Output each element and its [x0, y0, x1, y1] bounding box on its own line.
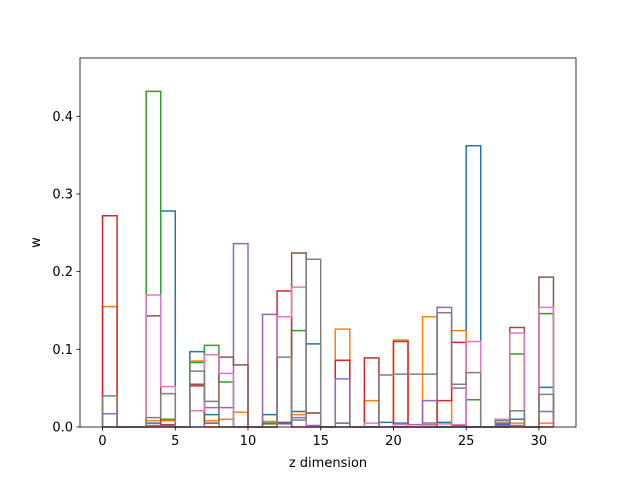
- x-tick-label: 25: [458, 434, 475, 449]
- y-tick-label: 0.0: [52, 421, 73, 436]
- y-tick-label: 0.1: [52, 343, 73, 358]
- y-tick-label: 0.4: [52, 110, 73, 125]
- x-tick-label: 30: [531, 434, 548, 449]
- y-tick-label: 0.3: [52, 187, 73, 202]
- x-tick-label: 20: [385, 434, 402, 449]
- plot-frame: [79, 57, 577, 428]
- y-axis-label: w: [29, 237, 44, 248]
- x-tick-label: 10: [240, 434, 257, 449]
- y-tick-label: 0.2: [52, 265, 73, 280]
- x-tick-label: 0: [98, 434, 106, 449]
- x-tick-label: 5: [171, 434, 179, 449]
- x-tick-label: 15: [312, 434, 329, 449]
- x-axis-label: z dimension: [289, 456, 367, 471]
- x-axis-ticks: 0 5 10 15 20 25 30: [98, 427, 547, 449]
- y-axis-ticks: 0.0 0.1 0.2 0.3 0.4: [52, 110, 80, 436]
